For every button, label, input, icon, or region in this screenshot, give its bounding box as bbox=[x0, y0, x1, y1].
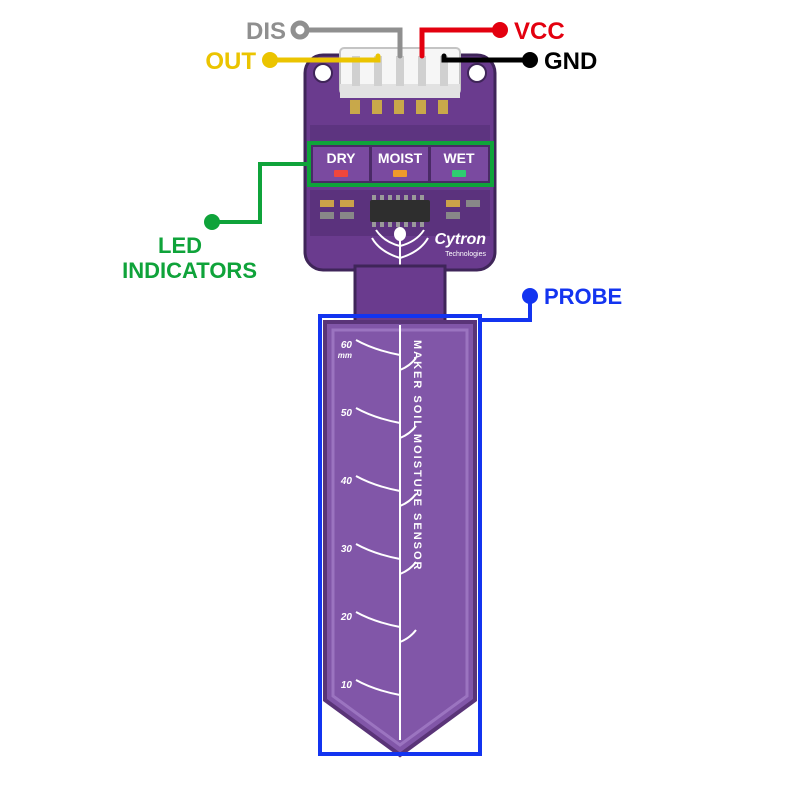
label-gnd: GND bbox=[544, 48, 597, 75]
label-dis: DIS bbox=[246, 18, 286, 45]
label-out: OUT bbox=[205, 48, 256, 75]
ruler-10: 10 bbox=[341, 680, 353, 691]
silk-probe-text: MAKER SOIL MOISTURE SENSOR bbox=[411, 340, 423, 571]
label-vcc: VCC bbox=[514, 18, 565, 45]
state-panel: DRY MOIST WET bbox=[312, 146, 489, 182]
sensor-diagram: DIS VCC OUT GND DRY MOIST WET bbox=[0, 0, 800, 800]
silk-moist: MOIST bbox=[378, 150, 423, 166]
led-wet bbox=[452, 170, 466, 177]
ruler-30: 30 bbox=[341, 544, 353, 555]
ruler-50: 50 bbox=[341, 408, 353, 419]
callout-probe bbox=[480, 288, 538, 320]
ruler-60: 60 bbox=[341, 340, 353, 351]
silk-wet: WET bbox=[443, 150, 475, 166]
ruler-unit: mm bbox=[338, 351, 352, 360]
callout-led-indicators bbox=[204, 164, 309, 230]
label-led-2: INDICATORS bbox=[122, 258, 257, 283]
label-led-1: LED bbox=[158, 233, 202, 258]
label-probe: PROBE bbox=[544, 284, 622, 309]
ruler-20: 20 bbox=[340, 612, 353, 623]
led-dry bbox=[334, 170, 348, 177]
silk-brand-sub: Technologies bbox=[445, 251, 486, 258]
silk-brand: Cytron bbox=[434, 231, 486, 248]
ruler-40: 40 bbox=[340, 476, 353, 487]
silk-dry: DRY bbox=[326, 150, 356, 166]
led-moist bbox=[393, 170, 407, 177]
